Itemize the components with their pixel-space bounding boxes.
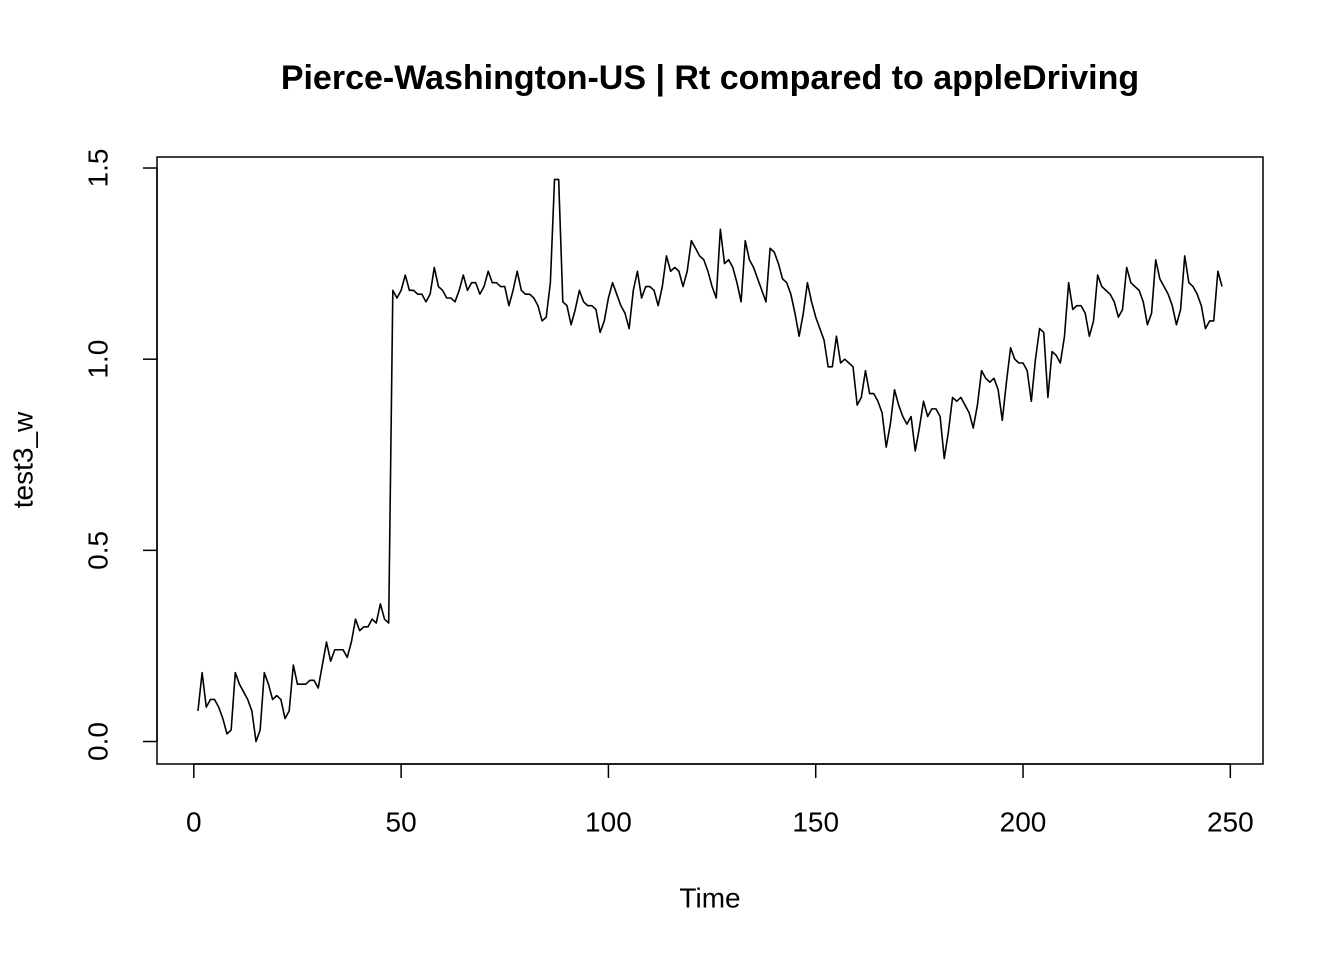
x-axis-label: Time xyxy=(679,882,740,913)
y-axis-label: test3_w xyxy=(7,411,38,508)
y-tick-label: 1.5 xyxy=(82,149,113,188)
x-tick-label: 50 xyxy=(386,806,417,837)
x-tick-label: 150 xyxy=(792,806,839,837)
x-tick-label: 200 xyxy=(1000,806,1047,837)
x-tick-label: 0 xyxy=(186,806,202,837)
x-tick-label: 250 xyxy=(1207,806,1254,837)
y-tick-label: 1.0 xyxy=(82,340,113,379)
chart-title: Pierce-Washington-US | Rt compared to ap… xyxy=(281,59,1139,97)
y-tick-label: 0.0 xyxy=(82,722,113,761)
y-tick-label: 0.5 xyxy=(82,531,113,570)
x-tick-label: 100 xyxy=(585,806,632,837)
series-line xyxy=(197,178,1223,743)
